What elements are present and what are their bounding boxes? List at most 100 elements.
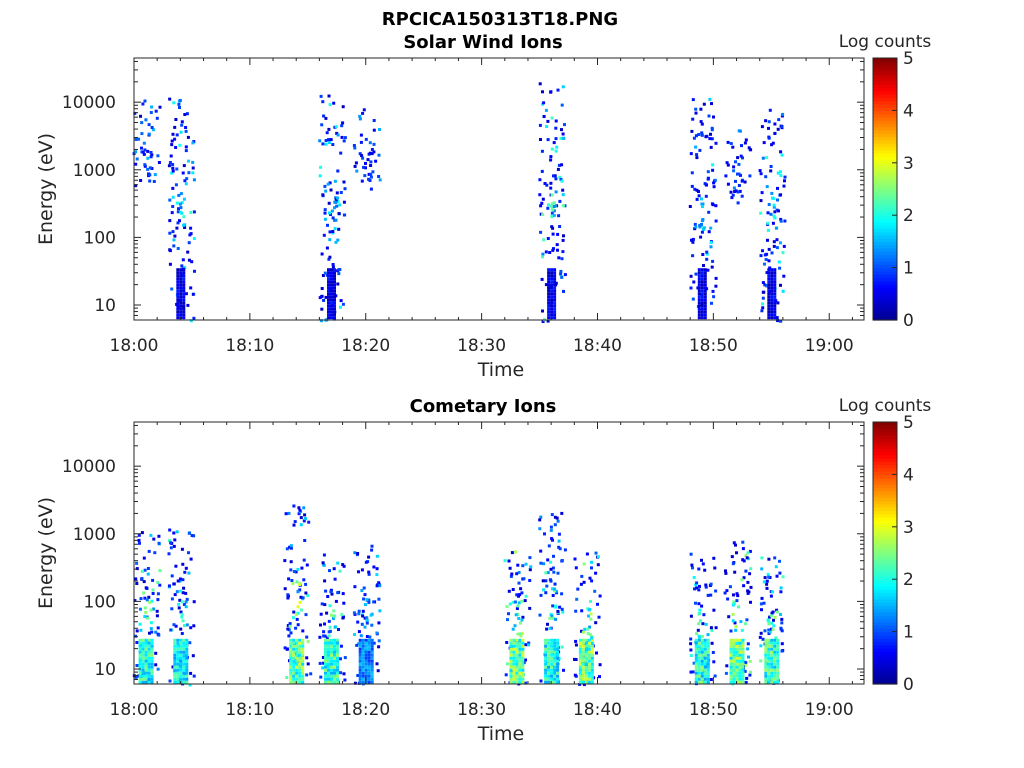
heatmap-cell xyxy=(343,213,347,217)
heatmap-cell xyxy=(329,213,332,216)
heatmap-cell xyxy=(327,201,331,205)
heatmap-cell xyxy=(145,598,149,602)
heatmap-cell xyxy=(301,638,305,642)
colorbar-segment xyxy=(873,667,897,672)
heatmap-cell xyxy=(507,559,511,563)
heatmap-cell xyxy=(766,238,769,242)
heatmap-cell xyxy=(709,245,713,249)
heatmap-cell xyxy=(339,671,343,675)
heatmap-cell xyxy=(770,283,774,287)
heatmap-cell xyxy=(512,677,516,681)
heatmap-cell xyxy=(341,592,345,596)
heatmap-cell xyxy=(699,120,703,124)
heatmap-cell xyxy=(516,632,520,636)
heatmap-cell xyxy=(141,647,145,651)
heatmap-cell xyxy=(328,625,332,629)
heatmap-cell xyxy=(168,198,172,202)
heatmap-cell xyxy=(354,161,358,165)
heatmap-cell xyxy=(185,641,189,645)
heatmap-cell xyxy=(548,626,552,630)
heatmap-cell xyxy=(700,131,704,135)
heatmap-cell xyxy=(322,233,326,237)
heatmap-cell xyxy=(589,599,592,603)
heatmap-cell xyxy=(704,183,708,187)
heatmap-cell xyxy=(729,650,733,654)
heatmap-cell xyxy=(741,680,745,684)
heatmap-cell xyxy=(540,277,544,281)
heatmap-cell xyxy=(304,582,308,586)
heatmap-cell xyxy=(182,304,186,308)
heatmap-cell xyxy=(518,593,522,597)
heatmap-cell xyxy=(578,647,582,651)
heatmap-cell xyxy=(369,172,373,176)
heatmap-cell xyxy=(554,137,558,141)
heatmap-cell xyxy=(590,653,594,657)
heatmap-cell xyxy=(578,668,582,672)
heatmap-cell xyxy=(550,671,554,675)
heatmap-cell xyxy=(776,665,780,669)
heatmap-cell xyxy=(370,638,374,642)
heatmap-cell xyxy=(547,650,551,654)
heatmap-cell xyxy=(333,680,336,684)
heatmap-cell xyxy=(714,141,718,145)
heatmap-cell xyxy=(182,671,186,675)
heatmap-cell xyxy=(580,609,584,613)
heatmap-cell xyxy=(766,228,770,232)
heatmap-cell xyxy=(553,292,557,296)
heatmap-cell xyxy=(182,164,186,168)
heatmap-cell xyxy=(169,628,173,632)
heatmap-cell xyxy=(563,204,567,208)
heatmap-cell xyxy=(517,616,521,620)
heatmap-cell xyxy=(739,620,743,624)
heatmap-cell xyxy=(361,609,365,613)
heatmap-cell xyxy=(699,235,703,239)
heatmap-cell xyxy=(334,240,338,244)
heatmap-cell xyxy=(700,656,704,660)
heatmap-cell xyxy=(553,671,557,675)
heatmap-cell xyxy=(287,634,291,638)
heatmap-cell xyxy=(538,123,542,127)
heatmap-cell xyxy=(336,662,339,666)
heatmap-cell xyxy=(138,641,142,645)
heatmap-cell xyxy=(188,683,192,687)
heatmap-cell xyxy=(556,668,560,672)
heatmap-cell xyxy=(330,677,333,681)
x-tick-label: 18:50 xyxy=(689,336,738,356)
heatmap-cell xyxy=(770,621,774,625)
colorbar-segment xyxy=(873,283,897,288)
heatmap-cell xyxy=(551,604,555,608)
heatmap-cell xyxy=(333,668,336,672)
heatmap-cell xyxy=(140,569,144,573)
colorbar-segment xyxy=(873,189,897,193)
colorbar-segment xyxy=(873,464,897,469)
heatmap-cell xyxy=(706,656,710,660)
heatmap-cell xyxy=(150,659,154,663)
heatmap-cell xyxy=(144,662,148,666)
heatmap-cell xyxy=(700,316,704,320)
heatmap-cell xyxy=(141,674,145,678)
colorbar-segment xyxy=(873,431,897,436)
heatmap-cell xyxy=(776,301,780,305)
heatmap-cell xyxy=(773,304,777,308)
heatmap-cell xyxy=(327,298,330,302)
heatmap-cell xyxy=(737,162,741,166)
heatmap-cell xyxy=(372,600,376,604)
heatmap-cell xyxy=(773,668,777,672)
heatmap-cell xyxy=(516,563,520,567)
heatmap-cell xyxy=(367,656,371,660)
heatmap-cell xyxy=(327,647,330,651)
heatmap-cell xyxy=(551,538,554,542)
colorbar-segment xyxy=(873,497,897,502)
heatmap-cell xyxy=(140,531,144,535)
heatmap-cell xyxy=(324,671,327,675)
x-tick-label: 18:30 xyxy=(457,700,506,720)
heatmap-cell xyxy=(360,179,364,183)
heatmap-cell xyxy=(590,566,593,570)
heatmap-cell xyxy=(694,111,698,115)
heatmap-cell xyxy=(544,641,548,645)
heatmap-cell xyxy=(172,101,176,105)
heatmap-cell xyxy=(547,280,551,284)
colorbar-segment xyxy=(873,444,897,449)
colorbar-tick-label: 2 xyxy=(903,206,914,226)
heatmap-cell xyxy=(327,665,330,669)
